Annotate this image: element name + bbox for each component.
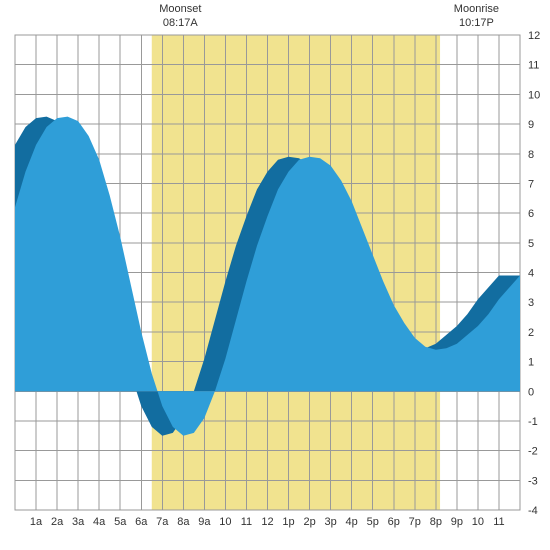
svg-text:6p: 6p xyxy=(388,516,400,528)
svg-text:5: 5 xyxy=(528,238,534,250)
svg-text:6: 6 xyxy=(528,208,534,220)
svg-text:1a: 1a xyxy=(30,516,43,528)
svg-text:5p: 5p xyxy=(367,516,379,528)
svg-text:2a: 2a xyxy=(51,516,64,528)
moonset-label: Moonset xyxy=(159,2,201,16)
svg-text:12: 12 xyxy=(528,30,540,42)
svg-text:3a: 3a xyxy=(72,516,85,528)
svg-text:7a: 7a xyxy=(156,516,169,528)
svg-text:9: 9 xyxy=(528,119,534,131)
svg-text:12: 12 xyxy=(261,516,273,528)
svg-text:6a: 6a xyxy=(135,516,148,528)
svg-text:9a: 9a xyxy=(198,516,211,528)
svg-text:8p: 8p xyxy=(430,516,442,528)
svg-text:2: 2 xyxy=(528,327,534,339)
svg-text:-4: -4 xyxy=(528,505,538,517)
svg-text:2p: 2p xyxy=(303,516,315,528)
svg-text:8: 8 xyxy=(528,149,534,161)
moonset-annotation: Moonset 08:17A xyxy=(159,2,201,31)
svg-text:1: 1 xyxy=(528,357,534,369)
svg-text:3: 3 xyxy=(528,297,534,309)
svg-text:10: 10 xyxy=(219,516,231,528)
svg-text:4p: 4p xyxy=(346,516,358,528)
svg-text:9p: 9p xyxy=(451,516,463,528)
svg-text:10: 10 xyxy=(528,89,540,101)
svg-text:10: 10 xyxy=(472,516,484,528)
chart-svg: 1a2a3a4a5a6a7a8a9a1011121p2p3p4p5p6p7p8p… xyxy=(0,0,550,550)
svg-text:4a: 4a xyxy=(93,516,106,528)
svg-text:11: 11 xyxy=(493,516,504,528)
svg-text:11: 11 xyxy=(528,60,539,72)
svg-text:5a: 5a xyxy=(114,516,127,528)
svg-text:0: 0 xyxy=(528,386,534,398)
tide-chart: 1a2a3a4a5a6a7a8a9a1011121p2p3p4p5p6p7p8p… xyxy=(0,0,550,550)
svg-text:4: 4 xyxy=(528,268,534,280)
svg-text:-2: -2 xyxy=(528,446,538,458)
svg-text:11: 11 xyxy=(241,516,252,528)
moonset-time: 08:17A xyxy=(159,16,201,30)
svg-text:-3: -3 xyxy=(528,475,538,487)
svg-text:8a: 8a xyxy=(177,516,190,528)
moonrise-annotation: Moonrise 10:17P xyxy=(454,2,499,31)
svg-text:1p: 1p xyxy=(282,516,294,528)
svg-text:3p: 3p xyxy=(325,516,337,528)
moonrise-time: 10:17P xyxy=(454,16,499,30)
svg-text:7: 7 xyxy=(528,178,534,190)
svg-text:-1: -1 xyxy=(528,416,538,428)
moonrise-label: Moonrise xyxy=(454,2,499,16)
svg-text:7p: 7p xyxy=(409,516,421,528)
